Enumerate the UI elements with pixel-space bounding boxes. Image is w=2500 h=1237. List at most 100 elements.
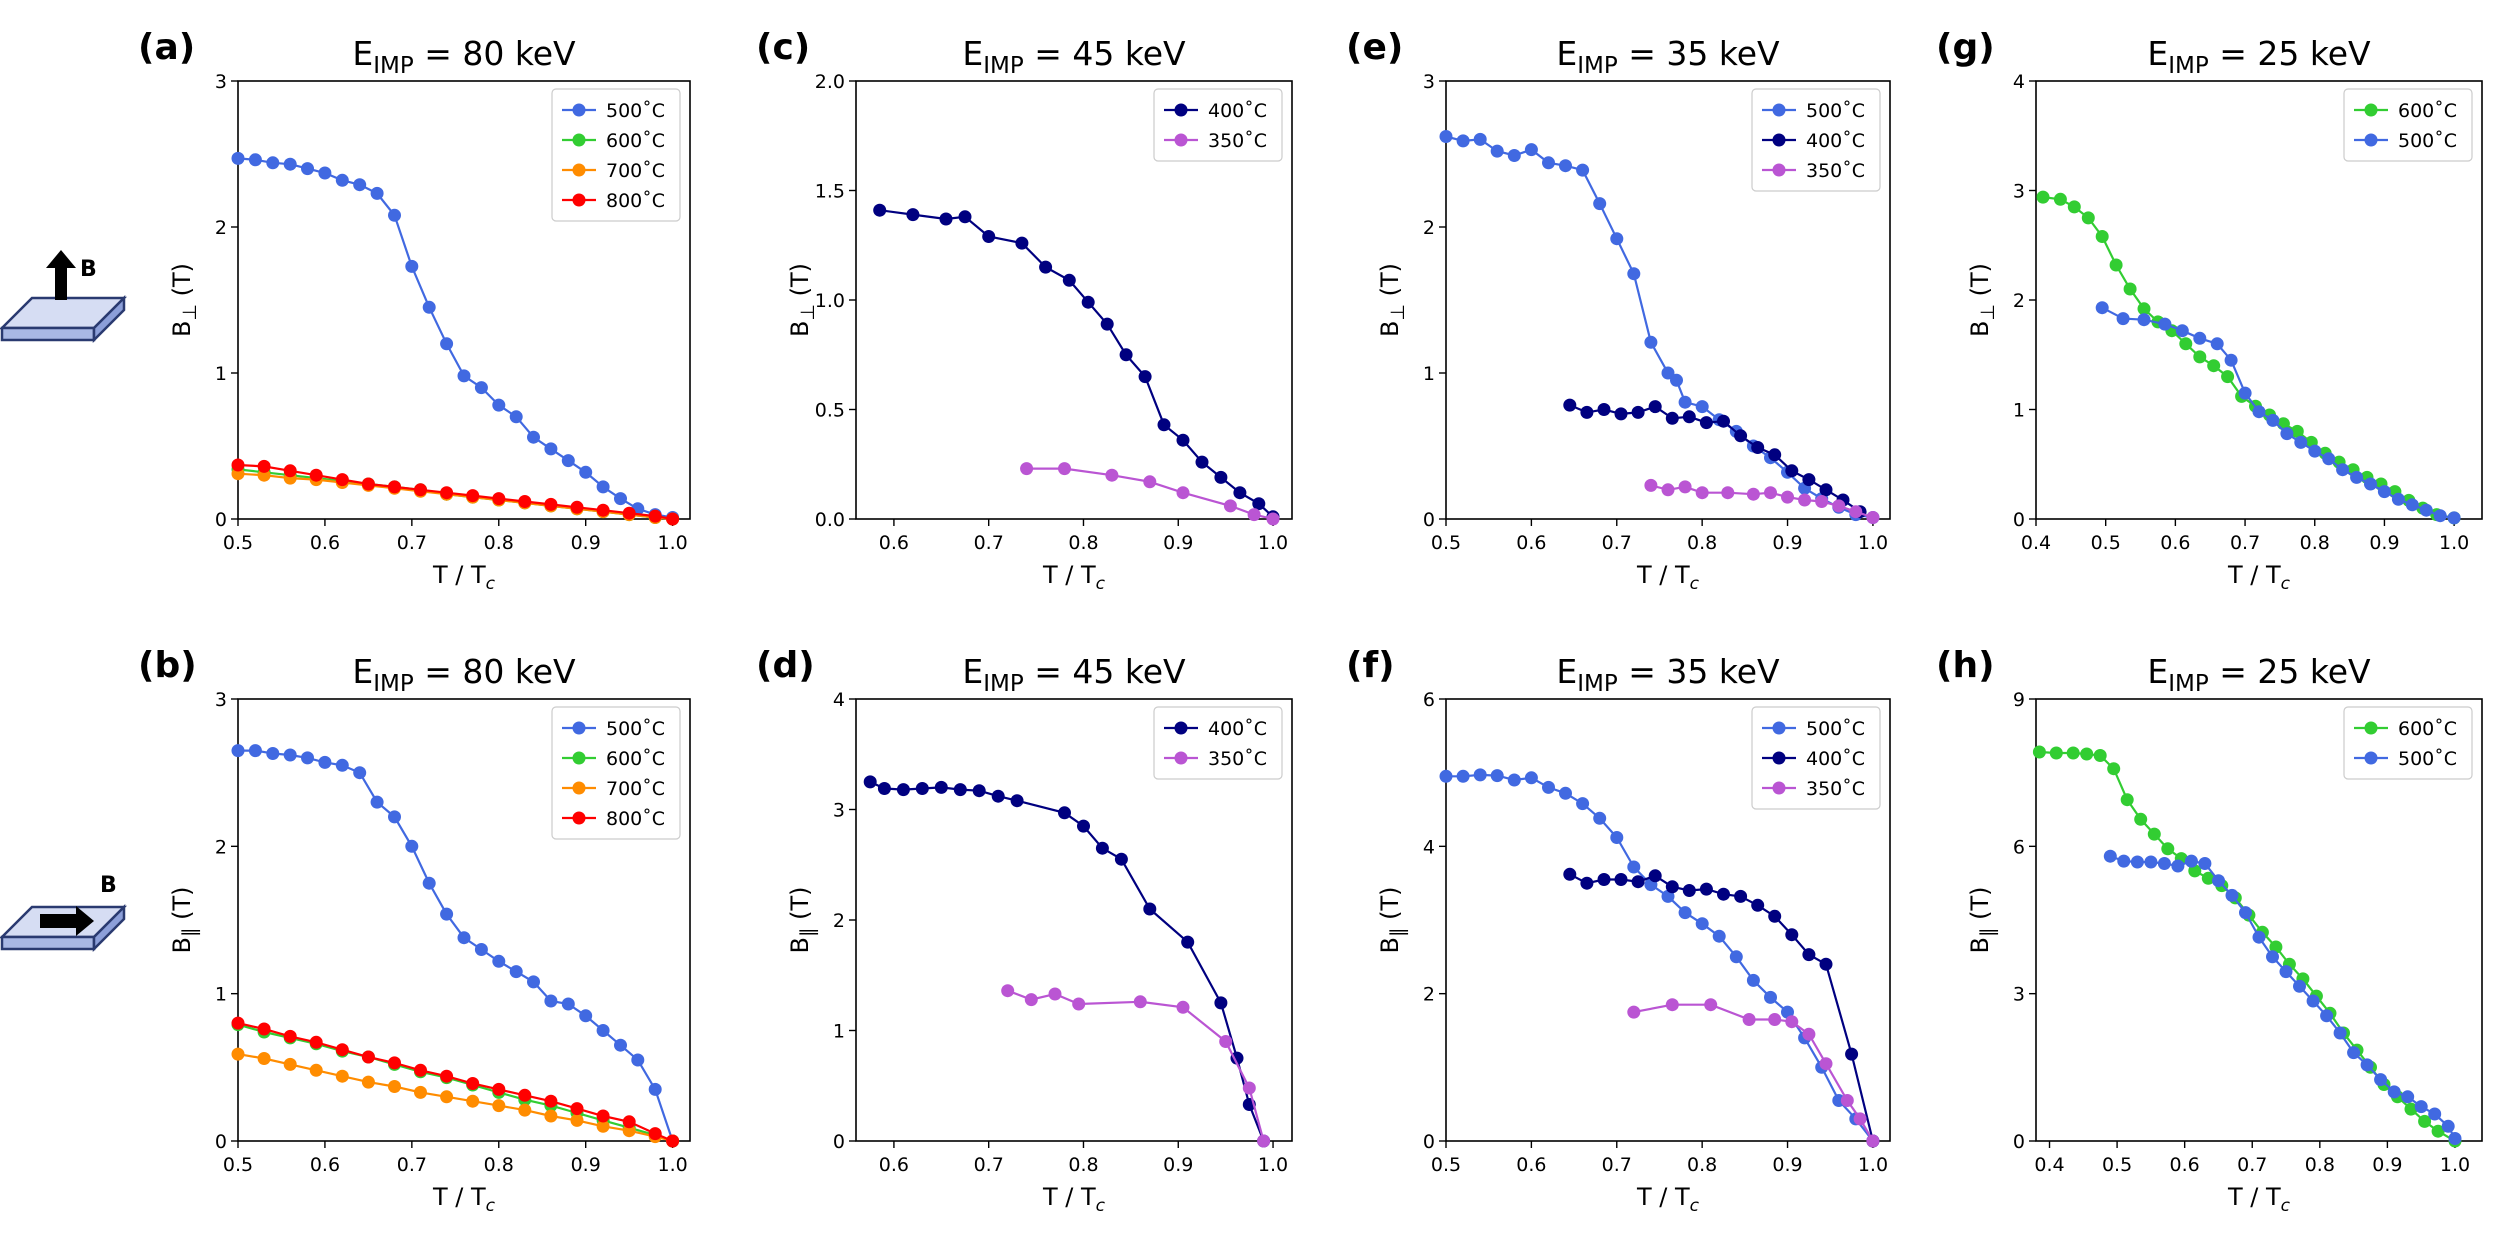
panel-label-e: (e) — [1346, 27, 1403, 68]
xlabel-main: T / T — [1636, 1183, 1690, 1211]
x-axis-label-g: T / Tc — [2227, 561, 2291, 594]
data-point — [353, 766, 367, 780]
data-point — [283, 464, 297, 478]
data-point — [1627, 267, 1641, 281]
legend-label: 350˚C — [1208, 748, 1267, 770]
data-point — [2193, 350, 2207, 364]
data-point — [2175, 324, 2189, 338]
data-point — [1143, 902, 1157, 916]
y-tick-label: 0 — [2013, 509, 2025, 531]
data-point — [596, 1109, 610, 1123]
data-point — [1020, 462, 1034, 476]
data-point — [361, 1050, 375, 1064]
data-point — [2134, 812, 2148, 826]
data-point — [1593, 811, 1607, 825]
data-point — [2266, 950, 2279, 964]
chart-title-b: EIMP = 80 keV — [352, 652, 576, 697]
data-point — [1819, 1057, 1833, 1071]
data-point — [301, 751, 314, 765]
data-point — [1473, 132, 1487, 146]
data-point — [414, 1085, 427, 1099]
y-axis-label-h: B∥ (T) — [1966, 887, 1999, 954]
data-point — [1644, 335, 1658, 349]
legend-label: 350˚C — [1806, 160, 1865, 182]
y-axis-label-b: B∥ (T) — [168, 887, 201, 954]
data-point — [982, 230, 996, 243]
ylabel-subscript: ⊥ — [1977, 304, 1999, 321]
data-point — [1039, 260, 1053, 274]
legend-swatch-marker — [2364, 103, 2378, 117]
title-main: E — [2147, 34, 2168, 73]
data-point — [388, 1056, 401, 1070]
legend-swatch-marker — [1772, 103, 1786, 117]
data-point — [1257, 1134, 1271, 1148]
data-point — [991, 789, 1005, 803]
data-point — [335, 758, 349, 772]
panel-h: 0.4 0.5 0.6 0.7 0.8 0.9 1.0 0 3 6 9 (h) EIMP = 25 ke… — [1936, 645, 2483, 1216]
legend-b: 500˚C 600˚C 700˚C 800˚C — [551, 706, 681, 840]
data-point — [906, 208, 920, 222]
xlabel-subscript: c — [486, 574, 496, 594]
x-axis-label-h: T / Tc — [2227, 1183, 2291, 1216]
data-point — [1439, 130, 1453, 143]
legend-swatch-marker — [572, 721, 586, 735]
ylabel-rest: (T) — [1966, 887, 1994, 928]
data-point — [2280, 427, 2294, 441]
legend-swatch-marker — [572, 103, 586, 117]
data-point — [1559, 786, 1572, 800]
data-point — [596, 503, 610, 517]
legend-swatch-marker — [2364, 751, 2378, 765]
y-tick-label: 0 — [2013, 1131, 2025, 1153]
legend-f: 500˚C 400˚C 350˚C — [1751, 706, 1881, 810]
title-main: E — [2147, 652, 2168, 691]
data-point — [414, 1063, 427, 1077]
xlabel-main: T / T — [432, 1183, 486, 1211]
data-point — [570, 1113, 584, 1127]
data-point — [518, 1103, 532, 1117]
panel-label-h: (h) — [1936, 645, 1995, 686]
legend-box — [1751, 706, 1881, 810]
y-tick-label: 1.5 — [815, 181, 845, 203]
data-point — [1456, 769, 1470, 783]
y-tick-label: 2 — [1423, 217, 1435, 239]
data-point — [579, 1009, 593, 1023]
data-point — [2306, 994, 2320, 1008]
data-point — [361, 1075, 375, 1089]
data-point — [1853, 1112, 1867, 1126]
legend-a: 500˚C 600˚C 700˚C 800˚C — [551, 88, 681, 222]
series-group-a — [231, 151, 680, 526]
x-tick-label: 1.0 — [658, 1154, 688, 1176]
data-point — [1764, 486, 1777, 500]
data-point — [466, 1077, 480, 1090]
x-tick-label: 0.8 — [1068, 532, 1098, 554]
data-point — [1176, 1000, 1190, 1014]
data-point — [1542, 780, 1555, 794]
data-point — [1230, 1051, 1244, 1065]
panel-label-f: (f) — [1346, 645, 1395, 686]
data-point — [1490, 144, 1504, 158]
data-point — [2109, 258, 2123, 272]
series-group-b — [231, 744, 680, 1148]
legend-label: 600˚C — [606, 130, 665, 152]
x-tick-label: 0.9 — [2369, 532, 2399, 554]
legend-swatch-marker — [1772, 781, 1786, 795]
data-point — [1058, 806, 1071, 820]
y-tick-label: 2 — [215, 217, 227, 239]
legend-box — [551, 88, 681, 222]
ylabel-main: B — [1966, 321, 1994, 337]
data-point — [1849, 505, 1863, 519]
data-point — [1785, 1015, 1799, 1029]
data-point — [1100, 317, 1114, 331]
y-tick-label: 2 — [1423, 984, 1435, 1006]
x-tick-label: 0.8 — [1687, 532, 1717, 554]
legend-e: 500˚C 400˚C 350˚C — [1751, 88, 1881, 192]
y-tick-label: 2 — [215, 836, 227, 858]
data-point — [474, 943, 488, 956]
data-point — [257, 1052, 271, 1065]
x-tick-label: 0.5 — [1431, 1154, 1461, 1176]
data-point — [492, 954, 506, 968]
title-rest: = 25 keV — [2209, 652, 2371, 691]
xlabel-main: T / T — [1042, 1183, 1096, 1211]
data-point — [1751, 441, 1765, 454]
chart-title-g: EIMP = 25 keV — [2147, 34, 2371, 79]
